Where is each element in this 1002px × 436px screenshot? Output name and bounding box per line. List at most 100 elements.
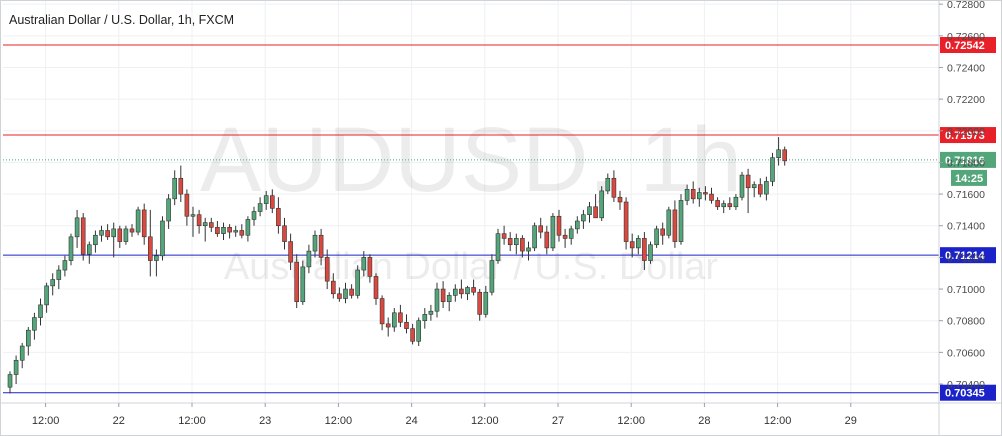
candle [642, 232, 647, 271]
candle [306, 244, 312, 274]
time-tick-label: 24 [405, 415, 417, 427]
time-tick-label: 12:00 [178, 415, 206, 427]
candle-body [776, 149, 781, 158]
candle-body [117, 228, 123, 242]
candle-body [221, 227, 226, 234]
candle [129, 224, 135, 237]
candle-body [605, 177, 611, 192]
candle [221, 222, 226, 240]
candle [715, 197, 720, 210]
candle [739, 171, 745, 201]
candle-body [721, 203, 727, 208]
candle [62, 255, 68, 277]
candle-body [318, 234, 324, 258]
candle [507, 232, 513, 252]
candle-body [581, 214, 586, 222]
candle [111, 222, 116, 258]
candle-body [684, 189, 690, 201]
candle [666, 206, 672, 239]
candle [141, 203, 147, 245]
candle [404, 314, 409, 334]
candle-body [715, 200, 720, 208]
support-level-tag [940, 384, 996, 401]
candle-body [148, 236, 153, 261]
candle [68, 233, 74, 266]
candle-body [727, 203, 733, 208]
candle [245, 216, 251, 242]
candle [757, 178, 763, 198]
candle [282, 217, 287, 250]
countdown-label: 14:25 [955, 173, 983, 185]
candle-body [379, 298, 385, 325]
candle-body [245, 219, 251, 236]
candle-body [465, 287, 470, 295]
candle [581, 209, 586, 229]
candle-body [428, 310, 434, 315]
candle-body [38, 304, 43, 318]
candle-body [459, 288, 464, 295]
candle-body [68, 236, 74, 261]
candle-body [209, 222, 214, 228]
candle [56, 265, 62, 290]
candle-body [593, 206, 598, 219]
candle [318, 228, 324, 266]
candle-body [446, 295, 452, 303]
price-tick-label: 0.71000 [947, 284, 985, 296]
candle [38, 298, 43, 326]
price-tick-label: 0.70400 [947, 379, 985, 391]
candle-body [62, 260, 68, 271]
candle-body [678, 200, 684, 242]
candle-body [190, 214, 196, 217]
candle-body [227, 227, 232, 233]
candle [623, 197, 629, 250]
candle-body [764, 181, 769, 195]
candle-body [495, 233, 501, 261]
candle-body [141, 209, 147, 238]
support-level-label: 0.70345 [945, 388, 985, 400]
candle [44, 282, 49, 313]
candle [477, 289, 483, 321]
candle [733, 194, 739, 210]
candle-body [587, 206, 592, 215]
time-tick-label: 27 [552, 415, 564, 427]
grid-lines [3, 1, 939, 403]
candle [343, 282, 348, 304]
candle-body [745, 174, 751, 189]
price-tick-label: 0.72400 [947, 62, 985, 74]
resistance-level-tag [940, 127, 996, 144]
candle [269, 189, 275, 214]
candle [550, 213, 556, 252]
candle-body [538, 225, 544, 233]
candle-body [166, 198, 171, 222]
candle-body [623, 201, 629, 242]
time-axis: 12:00 22 12:00 23 12:00 24 12:00 27 12:00 28 12:00… [32, 403, 857, 427]
candle-body [611, 177, 617, 198]
candle [556, 209, 562, 242]
candle [385, 317, 391, 337]
candle [776, 137, 781, 166]
candle [428, 304, 434, 321]
price-tick-label: 0.72200 [947, 94, 985, 106]
candle [471, 279, 476, 296]
candle [562, 228, 568, 248]
candle-body [751, 184, 757, 189]
resistance-level-tag [940, 36, 996, 53]
candle-body [690, 189, 696, 200]
candle [105, 224, 110, 240]
candle-body [544, 231, 550, 249]
candle [745, 168, 751, 214]
candle [312, 230, 318, 258]
candle [276, 197, 281, 234]
candle-body [135, 209, 141, 233]
candle-body [337, 293, 342, 299]
candle [25, 327, 31, 356]
candle [648, 241, 653, 264]
price-tick-label: 0.70600 [947, 347, 985, 359]
candle [544, 225, 550, 255]
candle [587, 202, 592, 223]
candle-body [282, 225, 287, 242]
candle-body [111, 228, 116, 238]
candle [501, 225, 507, 245]
candle-body [312, 234, 318, 252]
